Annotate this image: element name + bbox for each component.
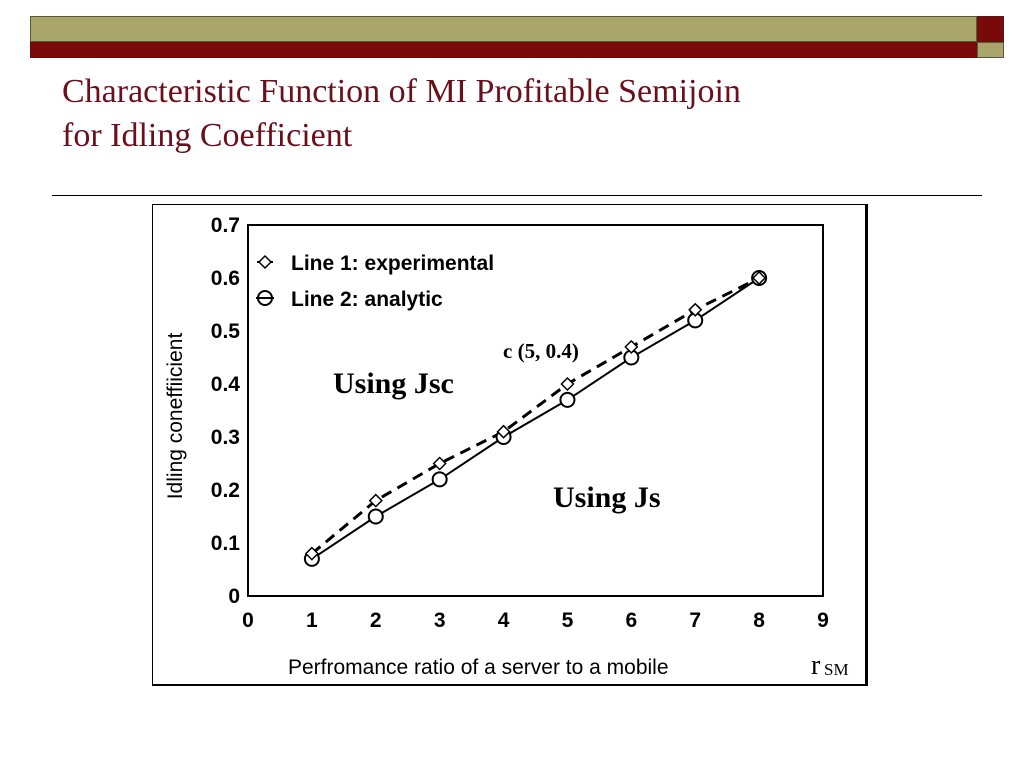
y-tick-label: 0 xyxy=(228,585,240,608)
slide-title-line-2: for Idling Coefficient xyxy=(62,117,353,154)
analytic-point xyxy=(559,391,576,408)
analytic-point xyxy=(431,471,448,488)
x-tick-label: 6 xyxy=(625,609,637,632)
plot-area-border xyxy=(247,224,824,597)
experimental-point xyxy=(752,270,767,286)
y-tick-label: 0.3 xyxy=(211,426,240,449)
slide-title-line-1: Characteristic Function of MI Profitable… xyxy=(62,73,741,110)
header-corner-red xyxy=(977,16,1004,42)
y-tick-label: 0.4 xyxy=(211,373,241,396)
x-tick-label: 9 xyxy=(817,609,829,632)
x-tick-label: 8 xyxy=(753,609,765,632)
y-tick-label: 0.5 xyxy=(211,320,241,343)
header-band-olive xyxy=(30,16,977,42)
annotation-region-jsc: Using Jsc xyxy=(333,367,454,400)
series-analytic-line xyxy=(311,277,760,560)
line-chart: Perfromance ratio of a server to a mobil… xyxy=(164,214,849,681)
x-tick-label: 1 xyxy=(306,609,318,632)
x-tick-label: 2 xyxy=(370,609,382,632)
x-axis-symbol: r xyxy=(811,650,821,681)
series-experimental-line xyxy=(310,276,760,555)
header-corner-olive xyxy=(977,42,1004,58)
header-band-red xyxy=(30,42,977,58)
experimental-point xyxy=(560,376,575,392)
experimental-point xyxy=(368,493,383,508)
experimental-point xyxy=(688,302,703,317)
y-tick-label: 0.6 xyxy=(211,267,240,290)
y-tick-label: 0.1 xyxy=(211,532,241,555)
y-axis-label: Idling coneffiicient xyxy=(164,333,187,500)
x-tick-label: 3 xyxy=(434,609,446,632)
experimental-point xyxy=(496,424,511,439)
x-tick-label: 7 xyxy=(689,609,701,632)
annotation-region-js: Using Js xyxy=(553,481,661,514)
y-tick-label: 0.7 xyxy=(211,214,240,237)
title-divider xyxy=(52,195,982,196)
x-tick-label: 5 xyxy=(562,609,574,632)
experimental-point xyxy=(304,546,319,561)
chart-frame: Perfromance ratio of a server to a mobil… xyxy=(152,204,868,686)
x-axis-symbol-subscript: SM xyxy=(824,660,849,679)
x-axis-label: Perfromance ratio of a server to a mobil… xyxy=(288,656,669,679)
y-tick-label: 0.2 xyxy=(211,479,240,502)
experimental-point xyxy=(432,456,447,471)
analytic-point xyxy=(367,508,384,525)
legend-label-experimental: Line 1: experimental xyxy=(291,252,494,275)
x-tick-label: 0 xyxy=(242,609,254,632)
slide-title: Characteristic Function of MI Profitable… xyxy=(62,70,962,158)
annotation-point-c: c (5, 0.4) xyxy=(503,339,579,363)
legend-marker-diamond xyxy=(257,254,273,270)
x-tick-label: 4 xyxy=(498,609,510,632)
experimental-point xyxy=(624,339,639,354)
legend-marker-circle xyxy=(257,290,273,306)
legend-label-analytic: Line 2: analytic xyxy=(291,288,443,311)
